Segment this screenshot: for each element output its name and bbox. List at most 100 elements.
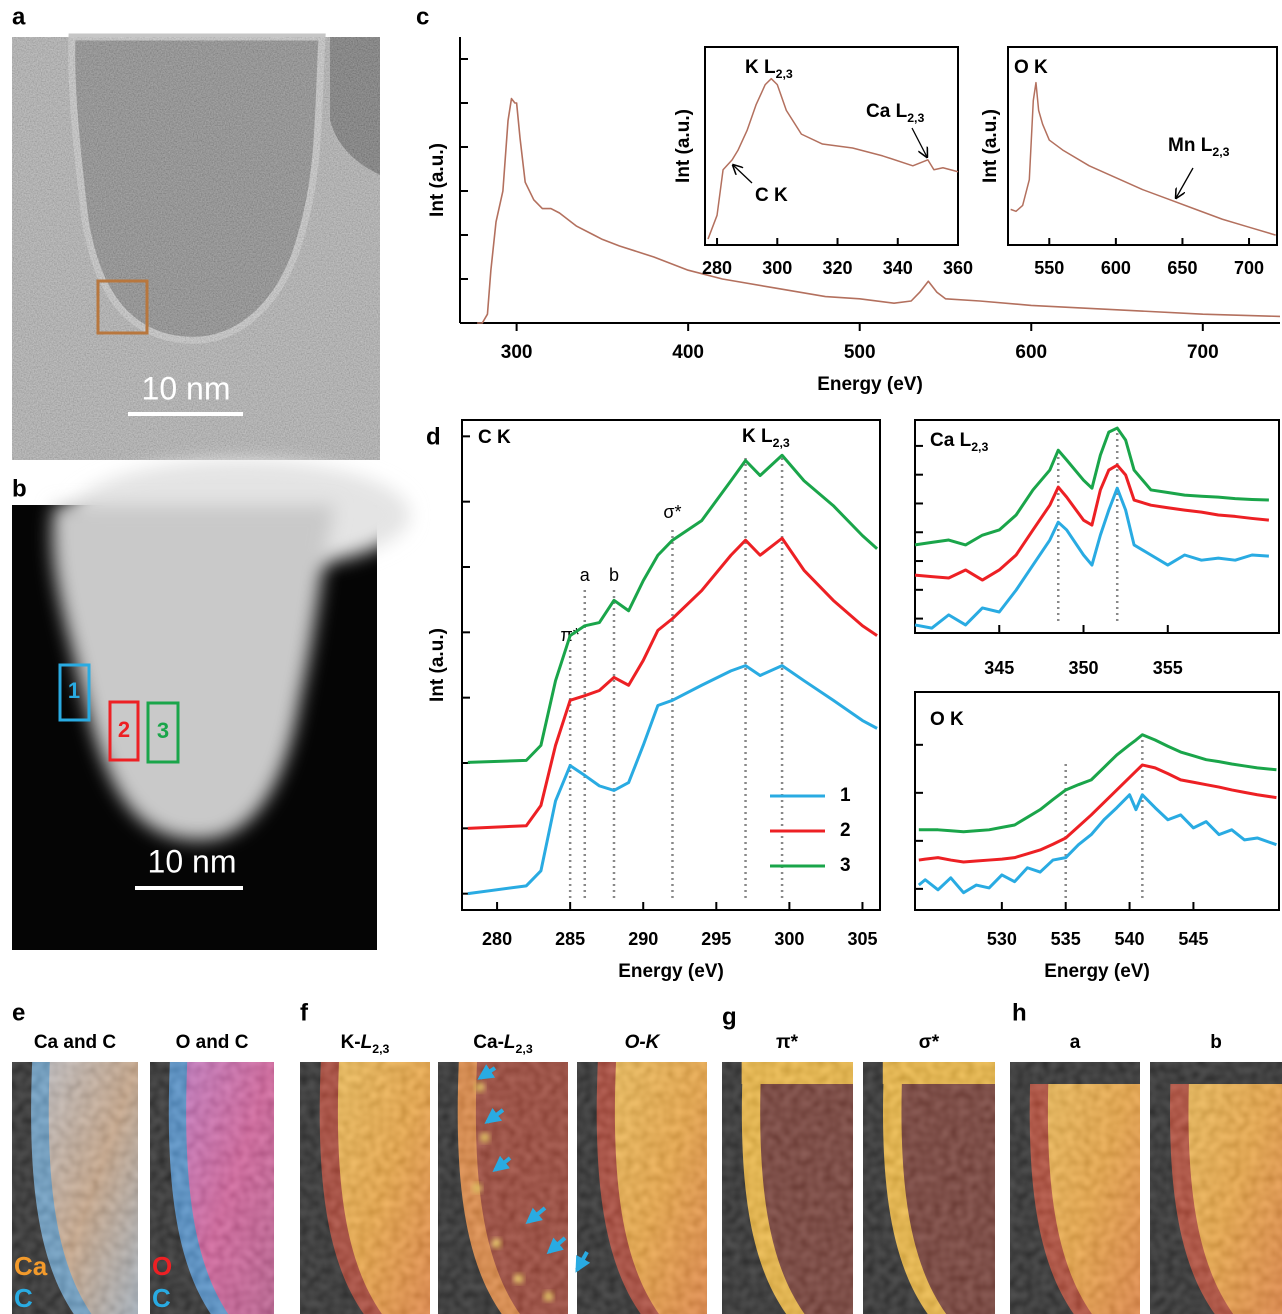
scale-bar-label: 10 nm <box>142 370 231 406</box>
legend-label: 1 <box>840 785 851 806</box>
annotation: O K <box>1014 57 1048 78</box>
spectrum-line <box>919 735 1277 832</box>
x-tick-label: 300 <box>501 342 533 363</box>
text-part: 2,3 <box>1212 145 1229 159</box>
map-texture <box>863 1062 995 1314</box>
spectrum-line <box>915 488 1269 628</box>
text-part: L <box>504 1032 516 1053</box>
x-tick-label: 345 <box>984 658 1014 678</box>
annotation: C K <box>755 185 788 206</box>
x-tick-label: 300 <box>762 258 792 278</box>
map-texture <box>438 1062 568 1314</box>
x-tick-label: 400 <box>672 342 704 363</box>
map-texture <box>1010 1062 1140 1314</box>
x-tick-label: 535 <box>1051 929 1081 949</box>
page-body: { "panel_labels": ["a", "b", "c", "d", "… <box>0 0 1282 1314</box>
spectrum-line <box>919 765 1277 862</box>
text-part: 2,3 <box>907 111 924 125</box>
map-channel-label: Ca <box>14 1251 48 1281</box>
text-part: Ca L <box>866 101 908 122</box>
map-texture <box>1150 1062 1282 1314</box>
figure: Ca and CO and CK-L2,3Ca-L2,3O-Kπ*σ*abCaC… <box>0 0 1282 1314</box>
x-tick-label: 355 <box>1153 658 1183 678</box>
x-tick-label: 340 <box>883 258 913 278</box>
panel-label: e <box>12 999 25 1026</box>
panel-label: b <box>12 475 27 502</box>
y-axis-label: Int (a.u.) <box>673 109 694 183</box>
x-tick-label: 600 <box>1101 258 1131 278</box>
map-title: O and C <box>176 1032 249 1053</box>
text-part: Mn L <box>1168 135 1213 156</box>
map-title: a <box>1070 1032 1081 1053</box>
x-tick-label: 280 <box>482 929 512 949</box>
text-part: Ca- <box>473 1032 504 1053</box>
text-part: K- <box>341 1032 361 1053</box>
x-tick-label: 305 <box>847 929 877 949</box>
panel-label: a <box>12 3 26 30</box>
inset-background <box>705 47 958 245</box>
marker-label: σ* <box>663 502 681 522</box>
text-part: 2,3 <box>971 440 988 454</box>
x-tick-label: 320 <box>823 258 853 278</box>
annotation: C K <box>478 427 511 448</box>
text-part: 2,3 <box>773 436 790 450</box>
plot-frame <box>915 420 1279 633</box>
legend-label: 3 <box>840 855 851 876</box>
map-channel-label: O <box>152 1251 172 1281</box>
page: EELS figure html, body { margin: 0; padd… <box>0 0 1282 1314</box>
x-tick-label: 545 <box>1178 929 1208 949</box>
y-axis-label: Int (a.u.) <box>427 628 448 702</box>
map-title: O-K <box>625 1032 661 1053</box>
marker-label: a <box>580 565 591 585</box>
spectrum-line <box>468 666 877 894</box>
x-tick-label: 550 <box>1034 258 1064 278</box>
annotation: O K <box>930 709 964 730</box>
x-tick-label: 295 <box>701 929 731 949</box>
region-label: 3 <box>157 718 169 743</box>
x-tick-label: 700 <box>1234 258 1264 278</box>
x-tick-label: 350 <box>1068 658 1098 678</box>
x-tick-label: 300 <box>774 929 804 949</box>
x-tick-label: 700 <box>1187 342 1219 363</box>
map-texture <box>722 1062 853 1314</box>
y-axis-label: Int (a.u.) <box>427 143 448 217</box>
x-axis-label: Energy (eV) <box>1044 961 1150 982</box>
panel-label: h <box>1012 999 1027 1026</box>
spectrum-line <box>468 538 877 828</box>
panel-label: f <box>300 999 309 1026</box>
region-label: 1 <box>68 678 80 703</box>
text-part: 2,3 <box>516 1042 533 1056</box>
marker-label: b <box>609 565 619 585</box>
x-axis-label: Energy (eV) <box>817 374 923 395</box>
plot-frame <box>915 692 1279 910</box>
text-part: 2,3 <box>372 1042 389 1056</box>
text-part: K L <box>745 57 776 78</box>
map-title: σ* <box>919 1032 940 1053</box>
annotation: K L2,3 <box>742 426 790 450</box>
panel-label: g <box>722 1003 737 1030</box>
panel-label: c <box>416 3 429 30</box>
y-axis-label: Int (a.u.) <box>980 109 1001 183</box>
annotation: Ca L2,3 <box>930 430 988 454</box>
legend-label: 2 <box>840 820 851 841</box>
x-tick-label: 285 <box>555 929 585 949</box>
map-channel-label: C <box>14 1283 33 1313</box>
map-title: Ca and C <box>34 1032 117 1053</box>
map-texture <box>577 1062 707 1314</box>
map-title: π* <box>776 1032 799 1053</box>
text-part: Ca L <box>930 430 972 451</box>
inset-background <box>1008 47 1277 245</box>
map-title: Ca-L2,3 <box>473 1032 533 1056</box>
text-part: K L <box>742 426 773 447</box>
x-axis-label: Energy (eV) <box>618 961 724 982</box>
x-tick-label: 530 <box>987 929 1017 949</box>
x-tick-label: 290 <box>628 929 658 949</box>
map-title: K-L2,3 <box>341 1032 390 1056</box>
text-part: L <box>361 1032 373 1053</box>
x-tick-label: 650 <box>1167 258 1197 278</box>
map-texture <box>300 1062 430 1314</box>
x-tick-label: 360 <box>943 258 973 278</box>
x-tick-label: 280 <box>702 258 732 278</box>
map-channel-label: C <box>152 1283 171 1313</box>
scale-bar-label: 10 nm <box>148 843 237 879</box>
